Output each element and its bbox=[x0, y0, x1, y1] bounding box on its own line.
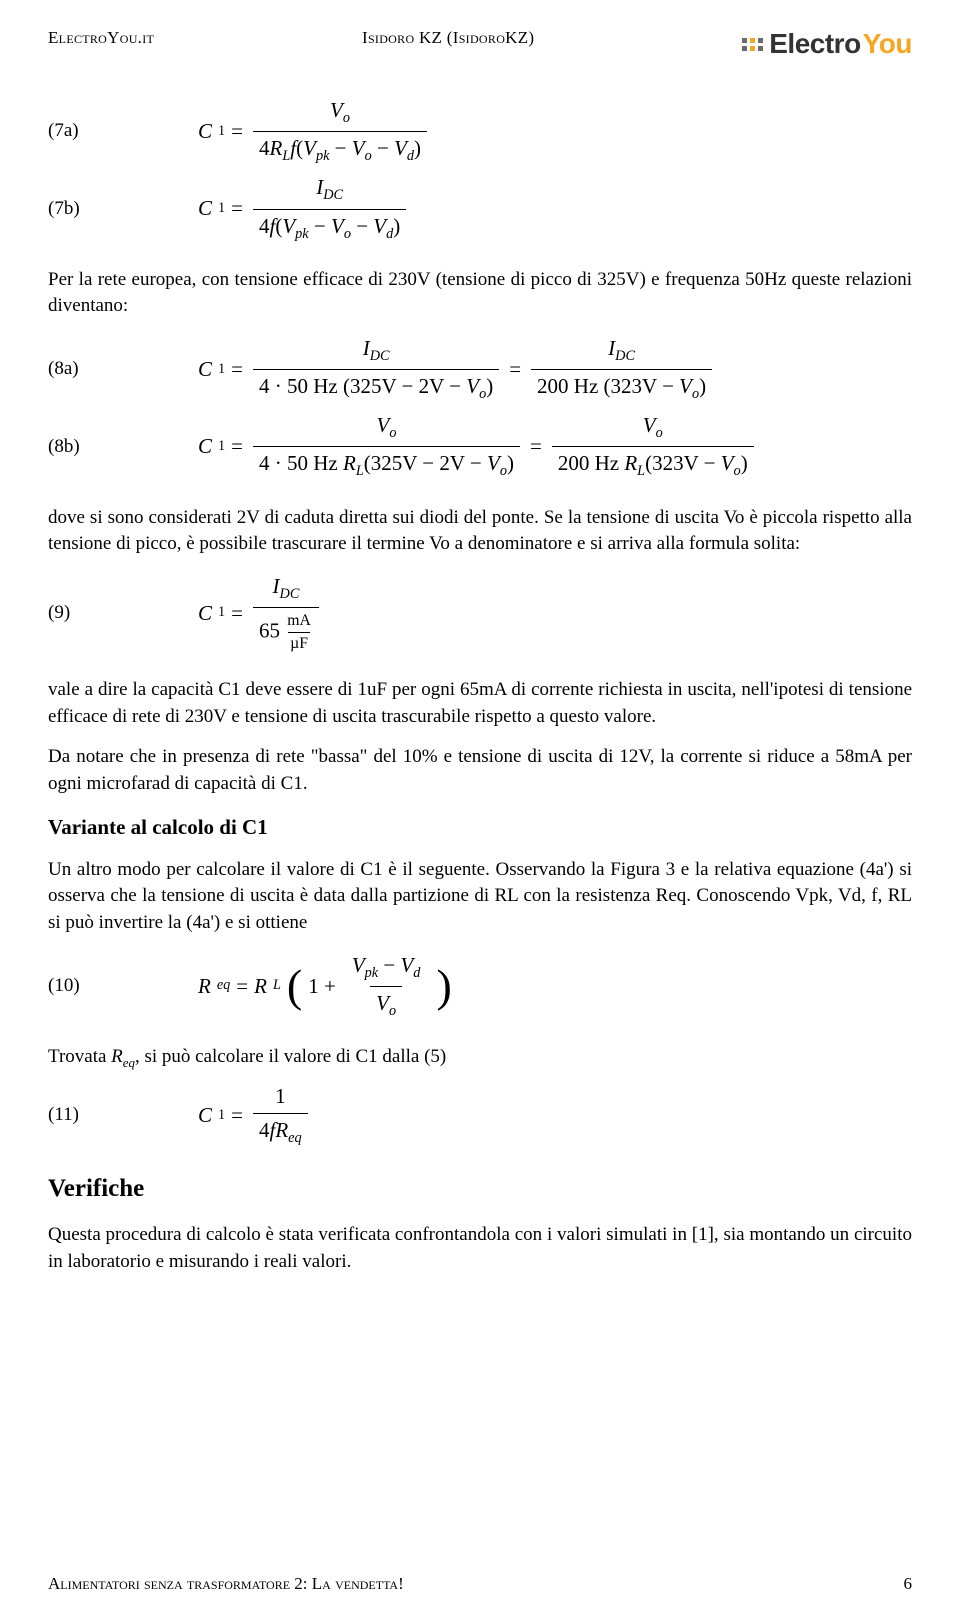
dot bbox=[758, 38, 763, 43]
eq-label: (7b) bbox=[48, 196, 198, 223]
paragraph-2: dove si sono considerati 2V di caduta di… bbox=[48, 505, 912, 558]
eq-den: 4f(Vpk − Vo − Vd) bbox=[253, 209, 406, 245]
equation-10-block: (10) Req = RL ( 1 + Vpk − Vd Vo ) bbox=[48, 951, 912, 1022]
dot bbox=[750, 46, 755, 51]
eq-den: Vo bbox=[370, 986, 402, 1022]
eq-label: (10) bbox=[48, 973, 198, 1000]
logo-text-electro: Electro bbox=[769, 28, 860, 60]
paragraph-1: Per la rete europea, con tensione effica… bbox=[48, 267, 912, 320]
page-header: ElectroYou.it Isidoro KZ (IsidoroKZ) Ele… bbox=[48, 28, 912, 60]
heading-variante: Variante al calcolo di C1 bbox=[48, 813, 912, 842]
logo-text-you: You bbox=[863, 28, 912, 60]
eq-den: 65 mAµF bbox=[253, 607, 319, 655]
dot bbox=[742, 46, 747, 51]
page-content: (7a) C1 = Vo 4RLf(Vpk − Vo − Vd) (7b) C1… bbox=[48, 96, 912, 1276]
eq-den: 4RLf(Vpk − Vo − Vd) bbox=[253, 131, 427, 167]
footer-title: Alimentatori senza trasformatore 2: La v… bbox=[48, 1574, 404, 1594]
eq-sub: DC bbox=[323, 188, 343, 204]
equation-10: (10) Req = RL ( 1 + Vpk − Vd Vo ) bbox=[48, 951, 912, 1022]
eq-den: 4 · 50 Hz RL(325V − 2V − Vo) bbox=[253, 446, 520, 482]
eq-sub: 1 bbox=[218, 122, 225, 142]
author-name: Isidoro KZ (IsidoroKZ) bbox=[362, 28, 534, 48]
page-footer: Alimentatori senza trasformatore 2: La v… bbox=[48, 1574, 912, 1594]
eq-label: (7a) bbox=[48, 118, 198, 145]
equation-9-block: (9) C1 = IDC 65 mAµF bbox=[48, 572, 912, 655]
paragraph-7: Questa procedura di calcolo è stata veri… bbox=[48, 1222, 912, 1275]
unit-num: mA bbox=[285, 610, 313, 632]
dot bbox=[758, 46, 763, 51]
eq-num: Vpk − Vd bbox=[346, 951, 427, 986]
logo: ElectroYou bbox=[742, 28, 912, 60]
eq-label: (11) bbox=[48, 1102, 198, 1129]
unit-den: µF bbox=[288, 632, 310, 655]
paragraph-6: Trovata Req, si può calcolare il valore … bbox=[48, 1044, 912, 1072]
heading-verifiche: Verifiche bbox=[48, 1171, 912, 1206]
eq-den: 200 Hz RL(323V − Vo) bbox=[552, 446, 754, 482]
paragraph-3: vale a dire la capacità C1 deve essere d… bbox=[48, 677, 912, 730]
eq-var: V bbox=[330, 98, 343, 122]
eq-num: 1 bbox=[269, 1082, 292, 1113]
eq-label: (8b) bbox=[48, 434, 198, 461]
equation-7-block: (7a) C1 = Vo 4RLf(Vpk − Vo − Vd) (7b) C1… bbox=[48, 96, 912, 245]
page-number: 6 bbox=[904, 1574, 913, 1594]
site-name: ElectroYou.it bbox=[48, 28, 154, 48]
dot bbox=[742, 38, 747, 43]
eq-var: C bbox=[198, 117, 212, 146]
equation-9: (9) C1 = IDC 65 mAµF bbox=[48, 572, 912, 655]
equation-7a: (7a) C1 = Vo 4RLf(Vpk − Vo − Vd) bbox=[48, 96, 912, 167]
equation-8b: (8b) C1 = Vo 4 · 50 Hz RL(325V − 2V − Vo… bbox=[48, 411, 912, 482]
eq-coef: 65 bbox=[259, 618, 280, 642]
eq-den: 4fReq bbox=[253, 1113, 308, 1149]
equation-11-block: (11) C1 = 1 4fReq bbox=[48, 1082, 912, 1150]
eq-label: (9) bbox=[48, 600, 198, 627]
equation-8-block: (8a) C1 = IDC 4 · 50 Hz (325V − 2V − Vo)… bbox=[48, 334, 912, 483]
equation-7b: (7b) C1 = IDC 4f(Vpk − Vo − Vd) bbox=[48, 173, 912, 244]
paragraph-5: Un altro modo per calcolare il valore di… bbox=[48, 857, 912, 937]
eq-sub: eq bbox=[123, 1055, 135, 1070]
text: , si può calcolare il valore di C1 dalla… bbox=[135, 1046, 446, 1067]
eq-var: R bbox=[111, 1046, 123, 1067]
eq-den: 4 · 50 Hz (325V − 2V − Vo) bbox=[253, 369, 499, 405]
equation-8a: (8a) C1 = IDC 4 · 50 Hz (325V − 2V − Vo)… bbox=[48, 334, 912, 405]
logo-dots-icon bbox=[742, 38, 763, 51]
dot bbox=[750, 38, 755, 43]
text: Trovata bbox=[48, 1046, 111, 1067]
eq-sub: o bbox=[343, 110, 350, 126]
eq-var: C bbox=[198, 194, 212, 223]
eq-label: (8a) bbox=[48, 356, 198, 383]
eq-sub: 1 bbox=[218, 199, 225, 219]
equation-11: (11) C1 = 1 4fReq bbox=[48, 1082, 912, 1150]
paragraph-4: Da notare che in presenza di rete "bassa… bbox=[48, 744, 912, 797]
eq-den: 200 Hz (323V − Vo) bbox=[531, 369, 712, 405]
